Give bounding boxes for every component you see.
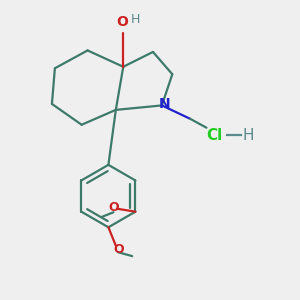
Text: H: H <box>242 128 254 142</box>
Text: H: H <box>131 13 140 26</box>
Text: Cl: Cl <box>206 128 223 142</box>
Text: O: O <box>113 243 124 256</box>
Text: N: N <box>158 97 170 111</box>
Text: O: O <box>108 201 119 214</box>
Text: O: O <box>116 15 128 29</box>
